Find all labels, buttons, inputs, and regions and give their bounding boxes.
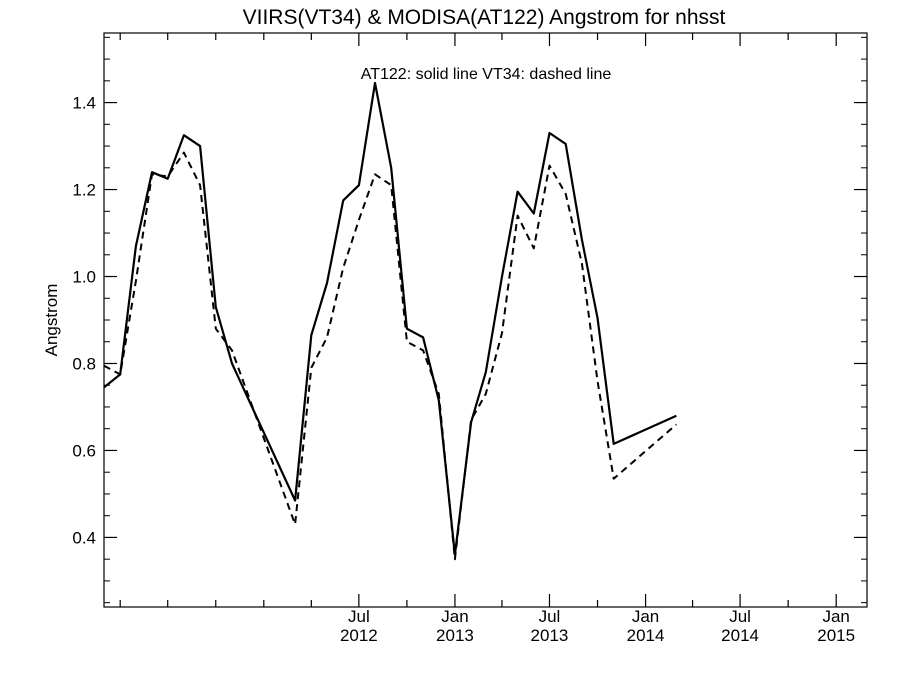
series-layer [103, 81, 678, 561]
y-tick-label: 0.8 [72, 354, 96, 373]
x-tick-label-year: 2014 [721, 626, 759, 645]
x-tick-label-year: 2013 [531, 626, 569, 645]
x-tick-label-year: 2013 [436, 626, 474, 645]
y-axis: 0.4 0.6 0.8 1.0 1.2 1.4 [72, 36, 867, 604]
x-tick-label-month: Jan [441, 607, 468, 626]
x-tick-label-month: Jan [632, 607, 659, 626]
y-tick-label: 1.2 [72, 181, 96, 200]
y-axis-label: Angstrom [42, 284, 61, 357]
chart-title: VIIRS(VT34) & MODISA(AT122) Angstrom for… [243, 6, 726, 29]
series-line-vt34 [103, 151, 678, 561]
chart-annotation: AT122: solid line VT34: dashed line [361, 66, 612, 83]
x-axis: Jul2012Jan2013Jul2013Jan2014Jul2014Jan20… [119, 33, 855, 645]
x-tick-label-month: Jul [348, 607, 370, 626]
y-tick-label: 1.0 [72, 268, 96, 287]
x-tick-label-month: Jul [729, 607, 751, 626]
x-tick-label-year: 2015 [817, 626, 855, 645]
x-tick-label-month: Jan [822, 607, 849, 626]
x-tick-label-month: Jul [539, 607, 561, 626]
y-tick-label: 1.4 [72, 94, 96, 113]
x-tick-label-year: 2012 [340, 626, 378, 645]
x-tick-label-year: 2014 [627, 626, 665, 645]
y-tick-label: 0.6 [72, 441, 96, 460]
y-tick-label: 0.4 [72, 528, 96, 547]
series-line-at122 [103, 81, 677, 556]
